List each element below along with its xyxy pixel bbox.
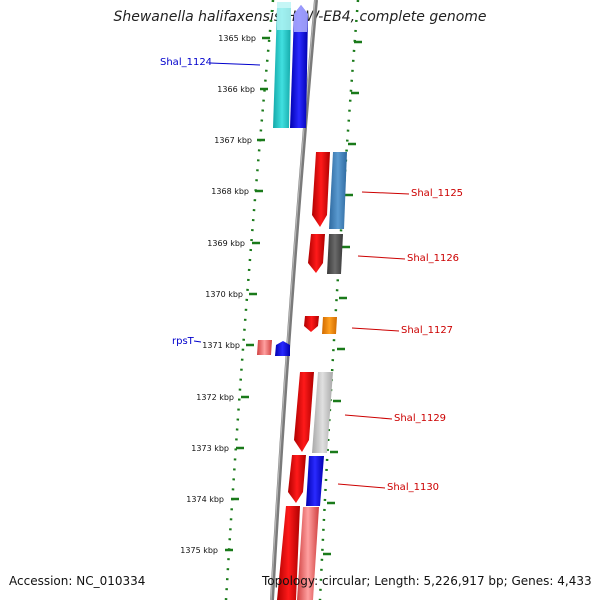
gene-label[interactable]: Shal_1130: [387, 482, 439, 493]
feature-shal1125[interactable]: [329, 152, 347, 229]
tick-label: 1367 kbp: [214, 136, 252, 145]
tick-label: 1374 kbp: [186, 495, 224, 504]
feature-shal1125-left[interactable]: [312, 152, 330, 227]
feature-shal1129-left[interactable]: [294, 372, 314, 452]
feature-rpst-left[interactable]: [257, 340, 272, 355]
feature-shal1130-left[interactable]: [288, 455, 306, 503]
feature-next-right[interactable]: [297, 507, 319, 600]
genome-backbone: [270, 0, 318, 600]
tick-label: 1371 kbp: [202, 341, 240, 350]
ruler-ticks: [225, 36, 362, 556]
gene-label[interactable]: rpsT: [172, 336, 195, 347]
feature-shal1126[interactable]: [327, 234, 343, 274]
feature-shal1127[interactable]: [322, 317, 337, 334]
accession-text: Accession: NC_010334: [9, 574, 146, 588]
feature-shal1130[interactable]: [306, 456, 324, 506]
gene-label[interactable]: Shal_1126: [407, 253, 459, 264]
feature-next-left[interactable]: [277, 506, 300, 600]
outer-ruler-right: [318, 0, 360, 600]
gene-label[interactable]: Shal_1125: [411, 188, 463, 199]
gene-label-leader: [344, 414, 393, 420]
tick-label: 1368 kbp: [211, 187, 249, 196]
gene-label-leader: [209, 62, 261, 66]
gene-label-leader: [351, 327, 400, 332]
tick-label: 1372 kbp: [196, 393, 234, 402]
gene-label-leader: [193, 340, 202, 343]
tick-label: 1373 kbp: [191, 444, 229, 453]
tick-label: 1369 kbp: [207, 239, 245, 248]
gene-labels: Shal_1124 Shal_1125 Shal_1126 Shal_1127 rpsT…: [160, 57, 463, 493]
gene-label[interactable]: Shal_1127: [401, 325, 453, 336]
gene-label-leader: [361, 191, 410, 195]
ruler-tick-labels: 1365 kbp 1366 kbp 1367 kbp 1368 kbp 1369 kbp…: [180, 34, 256, 555]
outer-ruler-left: [224, 0, 275, 600]
feature-shal1127-left[interactable]: [304, 316, 319, 332]
feature-rpst[interactable]: [275, 341, 290, 356]
feature-shal1129[interactable]: [312, 372, 333, 453]
gene-label[interactable]: Shal_1129: [394, 413, 446, 424]
tick-label: 1375 kbp: [180, 546, 218, 555]
genome-backbone-highlight: [270, 0, 316, 600]
gene-label-leader: [337, 483, 386, 489]
gene-label-leader: [357, 255, 406, 260]
gene-label[interactable]: Shal_1124: [160, 57, 212, 68]
feature-shal1124[interactable]: [290, 5, 308, 128]
genome-summary-text: Topology: circular; Length: 5,226,917 bp…: [262, 574, 592, 588]
tick-label: 1365 kbp: [218, 34, 256, 43]
tick-label: 1366 kbp: [217, 85, 255, 94]
feature-shal1126-left[interactable]: [308, 234, 325, 273]
tick-label: 1370 kbp: [205, 290, 243, 299]
feature-shal1124-cyan[interactable]: [273, 2, 291, 128]
